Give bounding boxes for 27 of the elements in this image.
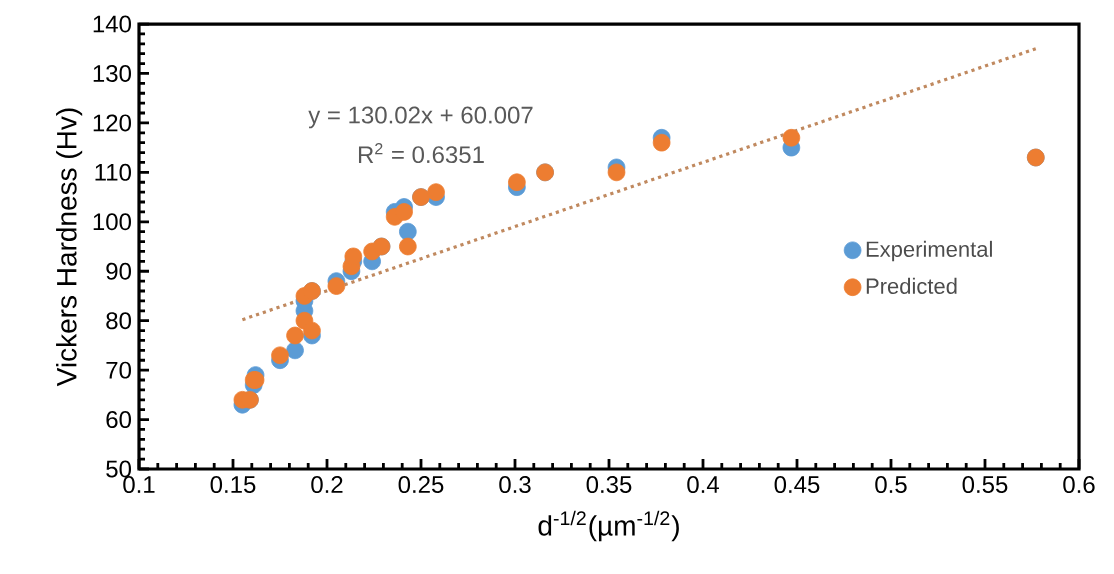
- x-tick-label: 0.15: [210, 476, 256, 494]
- legend-label: Experimental: [866, 240, 992, 262]
- x-tick-label: 0.4: [687, 476, 719, 494]
- y-axis-title: Vickers Hardness (Hv): [56, 108, 83, 387]
- y-tick-label: 110: [95, 163, 132, 181]
- y-tick-label: 50: [106, 460, 132, 478]
- y-tick-label: 120: [93, 114, 131, 132]
- x-axis-title: d$^{-1/2}$(µm$^{-1/2}$): [538, 510, 679, 542]
- x-tick-label: 0.2: [311, 476, 343, 494]
- x-tick-label: 0.55: [962, 476, 1008, 494]
- x-tick-label: 0.5: [875, 476, 907, 494]
- x-tick-label: 0.35: [586, 476, 632, 494]
- legend-label: Predicted: [866, 277, 957, 294]
- x-tick-label: 0.6: [1063, 476, 1095, 494]
- x-tick-label: 0.3: [499, 476, 531, 494]
- y-tick-label: 70: [106, 361, 132, 379]
- y-tick-label: 130: [93, 64, 131, 82]
- x-tick-label: 0.45: [774, 476, 820, 494]
- annotation: y = 130.02x + 60.007: [308, 106, 533, 129]
- x-tick-label: 0.1: [123, 476, 155, 494]
- y-tick-label: 140: [93, 15, 131, 33]
- x-tick-label: 0.25: [398, 476, 444, 494]
- y-tick-label: 90: [106, 262, 132, 280]
- y-tick-label: 80: [106, 312, 132, 330]
- annotation: R$^{2}$ = 0.6351: [358, 143, 484, 164]
- y-tick-label: 100: [93, 213, 131, 231]
- y-tick-label: 60: [106, 411, 132, 429]
